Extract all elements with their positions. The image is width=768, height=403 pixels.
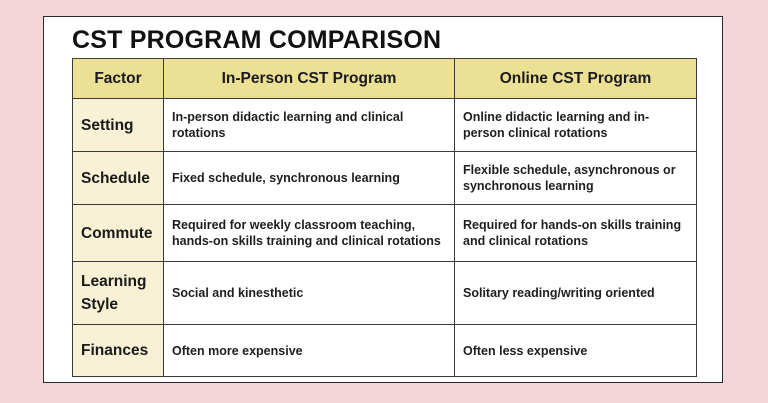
comparison-table: Factor In-Person CST Program Online CST …: [72, 58, 697, 377]
in-person-cell: Required for weekly classroom teaching, …: [163, 204, 455, 262]
in-person-cell: Social and kinesthetic: [163, 261, 455, 325]
online-cell: Solitary reading/writing oriented: [454, 261, 697, 325]
table-row-learning-style: Learning Style Social and kinesthetic So…: [72, 261, 697, 325]
online-cell: Flexible schedule, asynchronous or synch…: [454, 151, 697, 205]
factor-cell: Commute: [72, 204, 164, 262]
in-person-cell: In-person didactic learning and clinical…: [163, 98, 455, 152]
table-row-setting: Setting In-person didactic learning and …: [72, 98, 697, 152]
column-header-factor: Factor: [72, 58, 164, 99]
factor-cell: Finances: [72, 324, 164, 377]
table-row-finances: Finances Often more expensive Often less…: [72, 324, 697, 377]
comparison-card: CST PROGRAM COMPARISON Factor In-Person …: [43, 16, 723, 383]
table-header-row: Factor In-Person CST Program Online CST …: [72, 58, 697, 99]
page-title: CST PROGRAM COMPARISON: [72, 26, 442, 54]
table-row-schedule: Schedule Fixed schedule, synchronous lea…: [72, 151, 697, 205]
factor-cell: Setting: [72, 98, 164, 152]
factor-cell: Learning Style: [72, 261, 164, 325]
online-cell: Often less expensive: [454, 324, 697, 377]
online-cell: Online didactic learning and in-person c…: [454, 98, 697, 152]
in-person-cell: Fixed schedule, synchronous learning: [163, 151, 455, 205]
table-row-commute: Commute Required for weekly classroom te…: [72, 204, 697, 262]
factor-cell: Schedule: [72, 151, 164, 205]
in-person-cell: Often more expensive: [163, 324, 455, 377]
column-header-in-person: In-Person CST Program: [163, 58, 455, 99]
column-header-online: Online CST Program: [454, 58, 697, 99]
online-cell: Required for hands-on skills training an…: [454, 204, 697, 262]
